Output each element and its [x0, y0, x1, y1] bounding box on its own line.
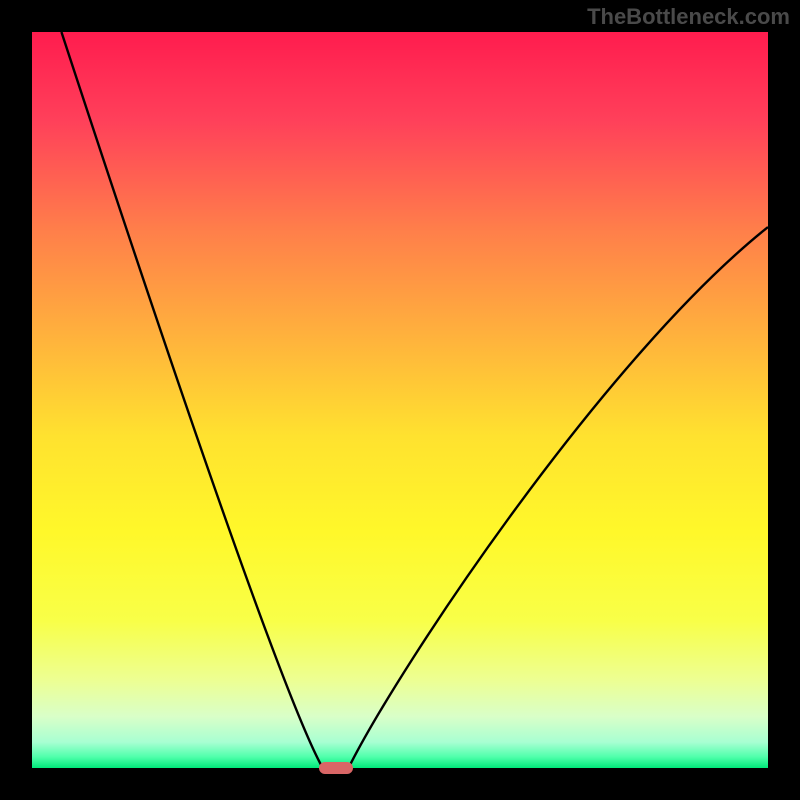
plot-background — [32, 32, 768, 768]
chart-root: TheBottleneck.com — [0, 0, 800, 800]
watermark-text: TheBottleneck.com — [587, 4, 790, 30]
optimal-marker — [319, 762, 352, 774]
chart-svg — [0, 0, 800, 800]
